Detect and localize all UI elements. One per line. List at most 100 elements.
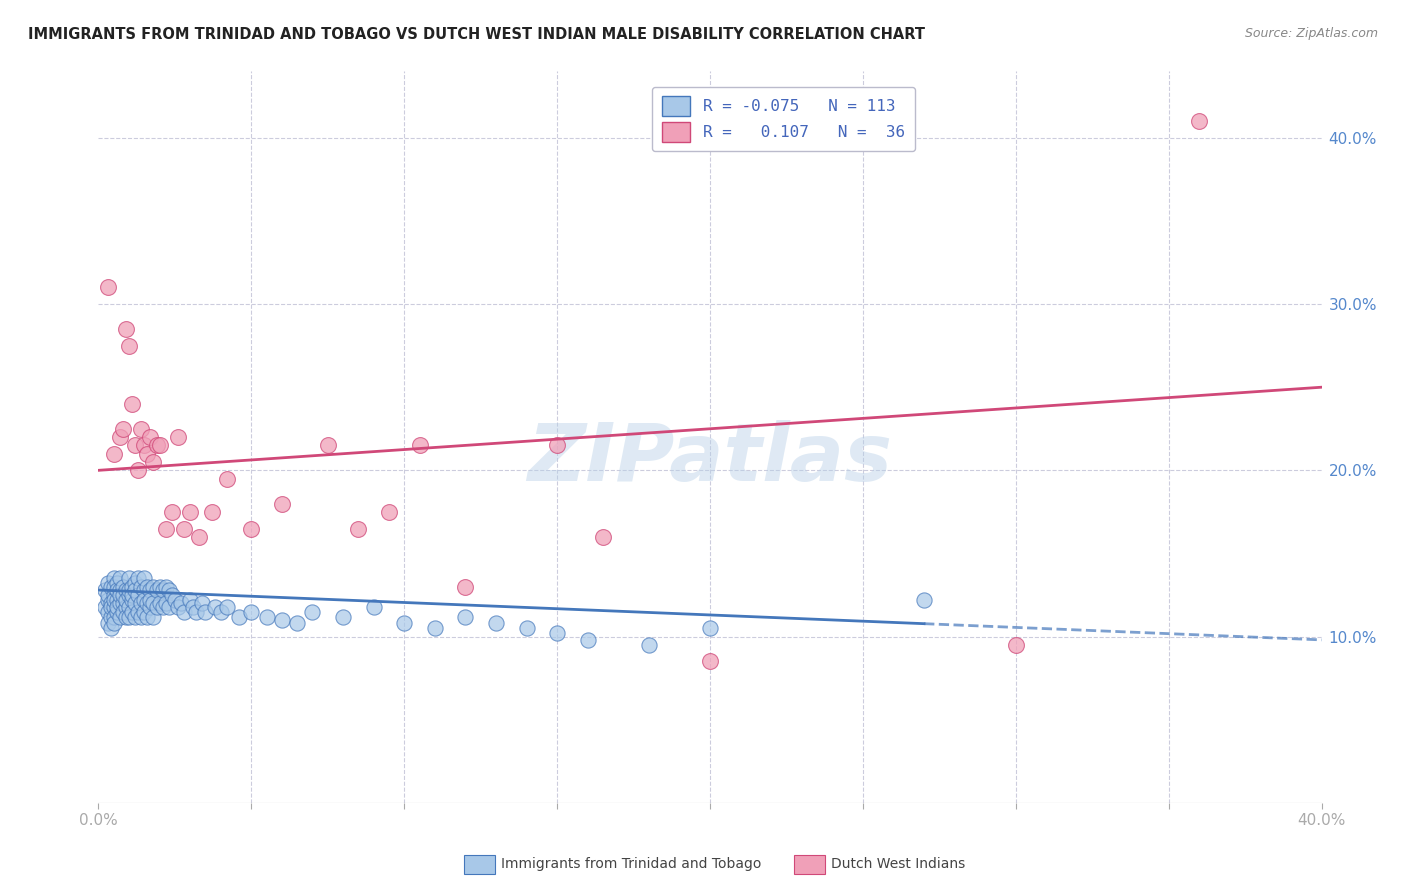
Point: [121, 593, 143, 607]
Point: [270, 613, 292, 627]
Point: [454, 580, 477, 594]
Point: [134, 571, 156, 585]
Point: [209, 605, 232, 619]
Point: [108, 588, 131, 602]
Point: [111, 422, 134, 436]
Point: [124, 609, 146, 624]
Point: [142, 609, 165, 624]
Point: [129, 580, 152, 594]
Point: [118, 599, 141, 614]
Point: [546, 438, 568, 452]
Point: [134, 605, 156, 619]
Point: [100, 596, 122, 610]
Point: [136, 447, 159, 461]
Point: [108, 582, 131, 597]
Point: [136, 609, 159, 624]
Point: [256, 609, 278, 624]
Point: [97, 593, 120, 607]
Point: [576, 632, 599, 647]
Point: [127, 571, 149, 585]
Point: [139, 430, 162, 444]
Point: [118, 588, 141, 602]
Point: [134, 438, 156, 452]
Point: [179, 505, 201, 519]
Point: [103, 609, 125, 624]
Point: [105, 599, 128, 614]
Point: [204, 599, 226, 614]
Point: [270, 497, 292, 511]
Point: [155, 580, 177, 594]
Point: [423, 621, 446, 635]
Point: [215, 472, 238, 486]
Point: [170, 596, 193, 610]
Point: [105, 605, 128, 619]
Point: [105, 593, 128, 607]
Point: [1004, 638, 1026, 652]
Point: [240, 521, 263, 535]
Point: [160, 505, 183, 519]
Point: [124, 438, 146, 452]
Point: [145, 582, 167, 597]
Point: [163, 593, 186, 607]
Point: [103, 588, 125, 602]
Point: [188, 530, 211, 544]
Point: [129, 609, 152, 624]
Point: [108, 571, 131, 585]
Point: [118, 571, 141, 585]
Legend: R = -0.075   N = 113, R =   0.107   N =  36: R = -0.075 N = 113, R = 0.107 N = 36: [652, 87, 915, 151]
Point: [118, 609, 141, 624]
Point: [124, 576, 146, 591]
Point: [215, 599, 238, 614]
Point: [134, 582, 156, 597]
Point: [103, 580, 125, 594]
Point: [118, 582, 141, 597]
Point: [97, 616, 120, 631]
Point: [118, 338, 141, 352]
Point: [111, 605, 134, 619]
Point: [111, 580, 134, 594]
Point: [105, 576, 128, 591]
Point: [134, 593, 156, 607]
Point: [127, 588, 149, 602]
Point: [127, 463, 149, 477]
Point: [105, 582, 128, 597]
Point: [160, 588, 183, 602]
Point: [129, 596, 152, 610]
Text: IMMIGRANTS FROM TRINIDAD AND TOBAGO VS DUTCH WEST INDIAN MALE DISABILITY CORRELA: IMMIGRANTS FROM TRINIDAD AND TOBAGO VS D…: [28, 27, 925, 42]
Point: [121, 580, 143, 594]
Point: [136, 596, 159, 610]
Point: [129, 422, 152, 436]
Point: [152, 599, 174, 614]
Point: [316, 438, 339, 452]
Point: [145, 599, 167, 614]
Point: [240, 605, 263, 619]
Point: [152, 582, 174, 597]
Text: Dutch West Indians: Dutch West Indians: [831, 857, 965, 871]
Point: [121, 588, 143, 602]
Point: [699, 621, 721, 635]
Point: [186, 605, 208, 619]
Point: [200, 505, 222, 519]
Point: [139, 593, 162, 607]
Point: [111, 596, 134, 610]
Point: [136, 580, 159, 594]
Point: [100, 609, 122, 624]
Point: [103, 571, 125, 585]
Point: [285, 616, 308, 631]
Point: [149, 596, 172, 610]
Point: [108, 596, 131, 610]
Point: [912, 593, 935, 607]
Point: [167, 599, 190, 614]
Point: [173, 605, 195, 619]
Point: [103, 593, 125, 607]
Point: [363, 599, 385, 614]
Point: [93, 582, 115, 597]
Point: [124, 582, 146, 597]
Point: [191, 596, 214, 610]
Point: [149, 580, 172, 594]
Point: [103, 616, 125, 631]
Point: [115, 322, 138, 336]
Point: [111, 588, 134, 602]
Point: [301, 605, 323, 619]
Text: Immigrants from Trinidad and Tobago: Immigrants from Trinidad and Tobago: [501, 857, 761, 871]
